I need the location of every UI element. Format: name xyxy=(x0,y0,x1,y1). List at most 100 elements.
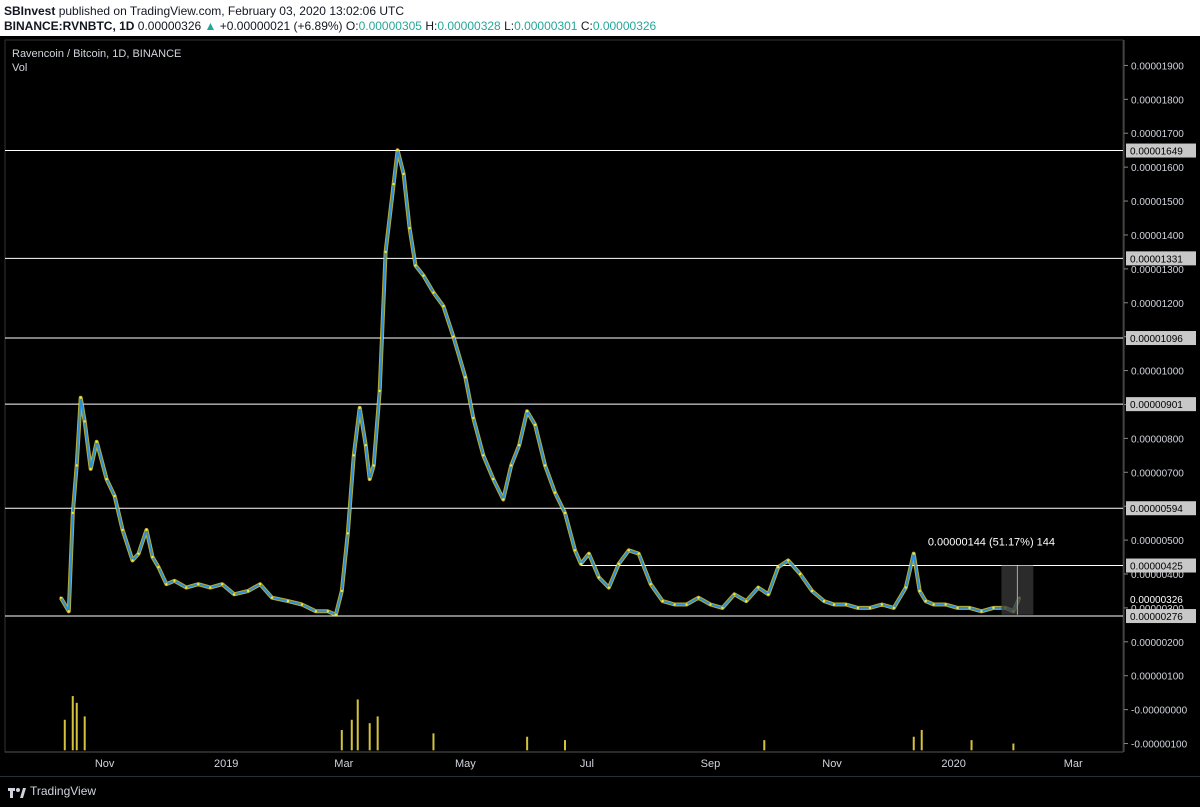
price-point xyxy=(856,606,860,610)
price-point xyxy=(452,335,455,338)
price-point xyxy=(346,532,349,535)
tradingview-logo[interactable]: TradingView xyxy=(8,784,96,798)
y-tick-label: 0.00001900 xyxy=(1131,61,1184,72)
price-point xyxy=(105,477,108,481)
volume-bar xyxy=(526,736,529,751)
volume-bar xyxy=(970,740,973,751)
price-point xyxy=(414,264,417,267)
volume-bar xyxy=(1012,743,1015,751)
price-chart[interactable]: 0.00001900 0.00001800 0.00001700 0.00001600… xyxy=(0,36,1200,776)
y-tick-label: 0.00001500 xyxy=(1131,197,1184,208)
price-point xyxy=(59,596,63,599)
price-point xyxy=(587,552,591,555)
symbol-label: BINANCE:RVNBTC, 1D xyxy=(4,19,135,33)
price-point xyxy=(286,599,290,603)
level-label: 0.00000594 xyxy=(1130,504,1183,515)
y-tick-label: 0.00001400 xyxy=(1131,231,1184,242)
price-point xyxy=(924,599,927,603)
y-tick-label: 0.00001600 xyxy=(1131,163,1184,174)
price-point xyxy=(67,610,70,613)
footer-bar: TradingView xyxy=(0,776,1200,807)
price-point xyxy=(777,566,780,569)
price-point xyxy=(246,589,250,593)
price-point xyxy=(121,528,124,532)
tradingview-brand: TradingView xyxy=(30,784,97,798)
price-point xyxy=(352,454,355,457)
volume-bar xyxy=(340,729,343,751)
y-tick-label: 0.00001300 xyxy=(1131,265,1184,276)
volume-bar xyxy=(63,719,66,751)
price-point xyxy=(408,226,411,230)
price-point xyxy=(372,464,375,467)
level-label: 0.00000425 xyxy=(1130,562,1183,573)
price-point xyxy=(384,250,387,254)
level-label-bg xyxy=(1126,501,1196,516)
high-value: 0.00000328 xyxy=(437,19,501,33)
price-point xyxy=(209,586,212,589)
y-tick-label: 0.00000400 xyxy=(1131,570,1184,581)
volume-bar xyxy=(432,733,435,751)
price-point xyxy=(137,552,140,555)
price-point xyxy=(221,582,224,586)
price-point xyxy=(151,555,154,559)
price-point xyxy=(798,572,802,576)
y-tick-label: 0.00001000 xyxy=(1131,367,1184,378)
volume-bar xyxy=(376,716,379,751)
level-label: 0.00001096 xyxy=(1130,334,1183,345)
price-point xyxy=(83,420,86,423)
price-point xyxy=(904,586,907,589)
price-point xyxy=(396,148,399,152)
close-label: C: xyxy=(580,19,593,33)
x-tick-label: Mar xyxy=(334,758,353,770)
price-point xyxy=(932,603,935,606)
chart-area[interactable]: 0.00001900 0.00001800 0.00001700 0.00001600… xyxy=(0,36,1200,784)
price-point xyxy=(185,586,188,589)
measure-label: 0.00000144 (51.17%) 144 xyxy=(928,537,1055,549)
price-point xyxy=(992,606,995,610)
price-point xyxy=(944,603,947,606)
volume-bar xyxy=(83,716,86,751)
price-point xyxy=(492,477,495,481)
ohlc-strip: BINANCE:RVNBTC, 1D 0.00000326 ▲ +0.00000… xyxy=(4,19,656,33)
y-tick-label: 0.00001700 xyxy=(1131,129,1184,140)
price-point xyxy=(314,610,318,613)
publisher-name[interactable]: SBInvest xyxy=(4,4,56,18)
y-tick-label: -0.00000000 xyxy=(1131,706,1188,717)
price-point xyxy=(810,589,814,593)
volume-bar xyxy=(912,736,915,751)
price-point xyxy=(334,613,338,616)
x-tick-label: Sep xyxy=(701,758,721,770)
volume-bar xyxy=(350,719,353,751)
price-point xyxy=(721,606,724,610)
price-point xyxy=(607,586,611,589)
price-point xyxy=(757,586,760,589)
price-point xyxy=(517,443,521,447)
price-point xyxy=(868,606,872,610)
price-point xyxy=(145,528,148,532)
price-change: +0.00000021 (+6.89%) xyxy=(219,19,343,33)
volume-bar xyxy=(763,740,766,751)
up-arrow-icon: ▲ xyxy=(204,19,217,33)
x-tick-label: Nov xyxy=(95,758,115,770)
price-point xyxy=(432,291,435,294)
price-point xyxy=(258,582,262,586)
open-label: O: xyxy=(345,19,359,33)
price-point xyxy=(89,467,92,471)
price-point xyxy=(326,610,330,613)
price-point xyxy=(509,464,513,467)
price-point xyxy=(533,423,537,427)
price-point xyxy=(822,599,826,603)
publish-header: SBInvest published on TradingView.com, F… xyxy=(0,0,1200,36)
price-point xyxy=(912,552,915,555)
price-point xyxy=(685,603,688,606)
price-point xyxy=(553,491,557,494)
price-point xyxy=(79,396,82,399)
price-point xyxy=(232,593,236,596)
price-point xyxy=(482,454,485,457)
price-point xyxy=(709,603,712,606)
plot-background xyxy=(4,39,1124,753)
price-point xyxy=(95,440,98,443)
price-point xyxy=(392,182,395,186)
price-point xyxy=(173,579,176,582)
price-point xyxy=(832,603,836,606)
